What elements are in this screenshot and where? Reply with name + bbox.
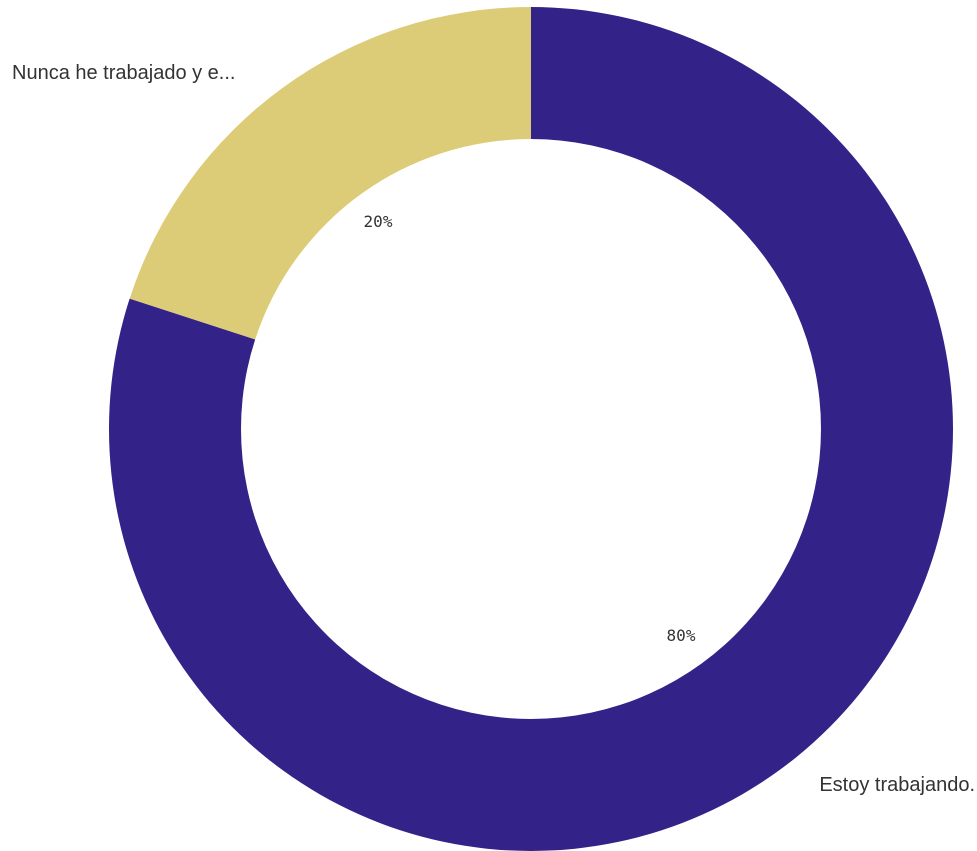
- category-labels: Estoy trabajando. Nunca he trabajado y e.…: [12, 62, 975, 796]
- donut-slice-2[interactable]: [129, 7, 531, 340]
- percent-labels: 80% 20%: [364, 212, 696, 645]
- slice-category-label: Estoy trabajando.: [819, 774, 975, 796]
- slice-percent-label: 80%: [667, 626, 696, 645]
- donut-slice-1[interactable]: [109, 7, 954, 851]
- donut-slices: [109, 7, 954, 851]
- slice-category-label: Nunca he trabajado y e...: [12, 62, 235, 84]
- slice-percent-label: 20%: [364, 212, 393, 231]
